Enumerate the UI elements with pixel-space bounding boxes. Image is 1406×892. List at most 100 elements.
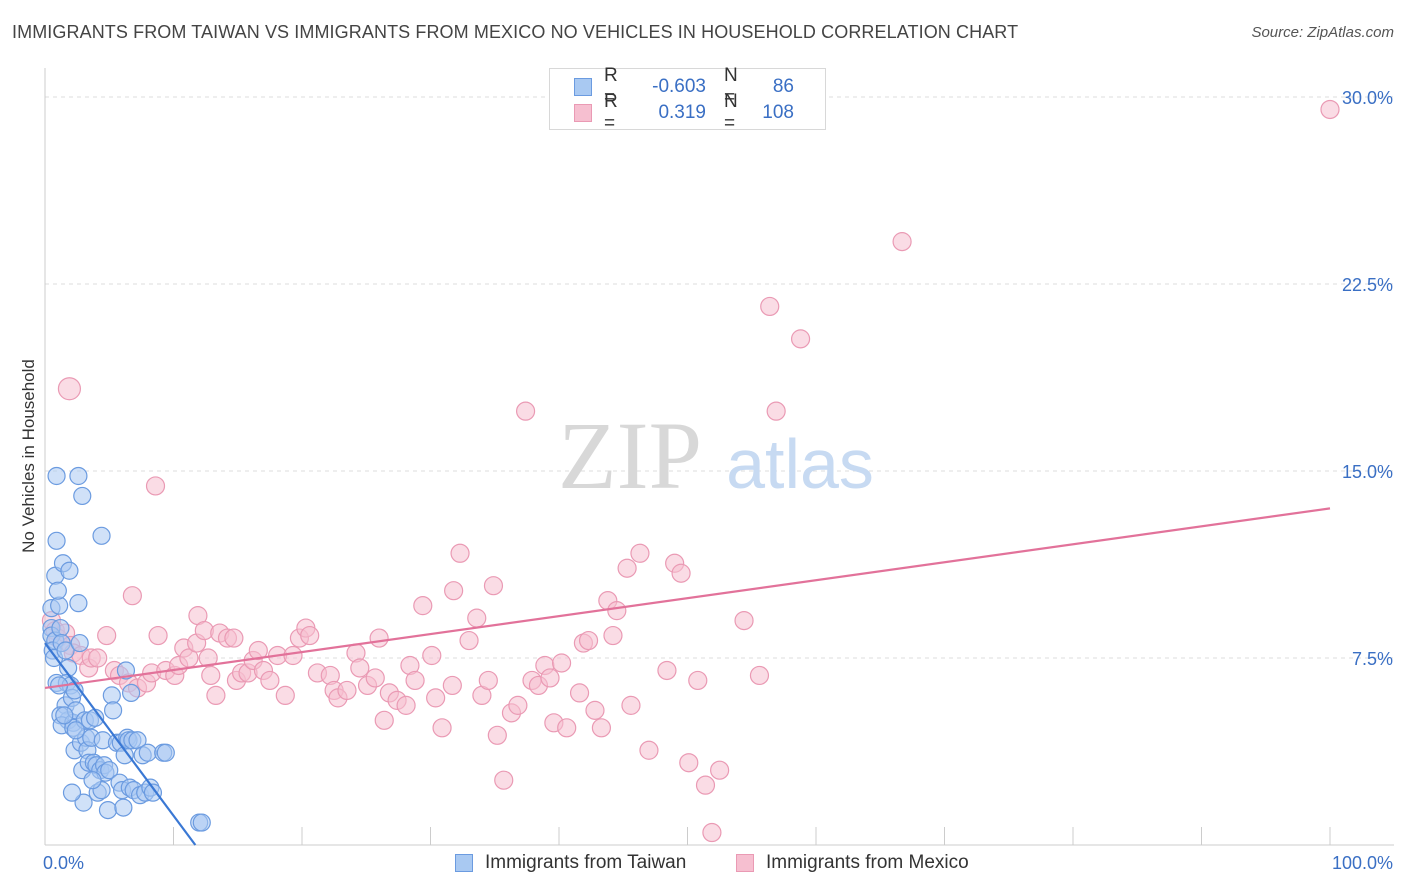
mexico-point [275, 685, 295, 706]
mexico-point [413, 596, 433, 616]
y-tick-label: 7.5% [1352, 649, 1393, 669]
mexico-point [679, 753, 699, 773]
mexico-point [442, 675, 462, 696]
taiwan-point [100, 761, 119, 780]
x-tick-label-max: 100.0% [1332, 853, 1393, 873]
mexico-point [459, 630, 479, 651]
taiwan-point [74, 793, 93, 812]
mexico-point [283, 645, 303, 666]
legend-swatch-mexico [736, 854, 754, 872]
mexico-point [248, 640, 268, 661]
taiwan-point [73, 486, 92, 506]
mexico-point [396, 695, 416, 715]
taiwan-point [83, 771, 102, 790]
taiwan-point [98, 800, 118, 820]
taiwan-point [69, 594, 88, 613]
legend-swatch-taiwan [574, 78, 592, 96]
mexico-point [639, 740, 659, 760]
taiwan-trend-line [44, 642, 197, 846]
taiwan-point [62, 783, 82, 802]
taiwan-point [47, 531, 66, 550]
mexico-point [766, 401, 786, 421]
legend-item-mexico: Immigrants from Mexico [736, 852, 969, 874]
mexico-point [88, 648, 108, 668]
taiwan-point [69, 466, 88, 486]
axes [44, 68, 1394, 846]
mexico-point [585, 700, 605, 720]
mexico-point [374, 710, 394, 730]
y-tick-label: 15.0% [1342, 462, 1393, 482]
watermark-atlas: atlas [726, 425, 874, 503]
legend-r-value-mexico: 0.319 [658, 102, 706, 123]
taiwan-point [55, 706, 74, 725]
mexico-point [1320, 99, 1340, 120]
taiwan-point [50, 596, 69, 615]
source-label: Source: ZipAtlas.com [1251, 24, 1394, 41]
mexico-point [405, 670, 425, 691]
mexico-point [591, 718, 612, 738]
legend-label-mexico: Immigrants from Mexico [766, 852, 969, 873]
watermark: ZIP atlas [558, 402, 874, 509]
taiwan-point [138, 743, 157, 762]
tick-labels: 7.5% 15.0% 22.5% 30.0% 0.0% 100.0% [43, 88, 1393, 873]
legend-swatch-mexico [574, 104, 592, 122]
mexico-point [494, 770, 514, 790]
mexico-point [426, 688, 446, 708]
mexico-trend-line [44, 507, 1331, 690]
taiwan-point [116, 661, 136, 680]
mexico-point [432, 718, 452, 738]
mexico-point [224, 628, 244, 648]
mexico-point [617, 558, 637, 578]
mexico-point [145, 476, 166, 496]
legend-swatch-taiwan [455, 854, 473, 872]
mexico-point [569, 683, 590, 703]
mexico-point [657, 660, 677, 681]
mexico-point [892, 232, 912, 252]
mexico-point [630, 543, 650, 563]
mexico-point [300, 625, 320, 646]
legend-r-value-taiwan: -0.603 [652, 76, 706, 97]
grid-lines [45, 96, 1394, 659]
mexico-point [350, 658, 370, 678]
taiwan-point [114, 798, 133, 817]
legend-label-taiwan: Immigrants from Taiwan [485, 852, 687, 873]
mexico-point [515, 401, 536, 421]
legend-r-label: R = [604, 91, 618, 134]
taiwan-point [66, 721, 85, 740]
taiwan-point [56, 641, 75, 660]
taiwan-point [143, 783, 163, 802]
mexico-point [487, 725, 507, 745]
mexico-point [337, 680, 357, 701]
correlation-legend: R = -0.603 N = 86 R = 0.319 N = 108 [549, 65, 826, 134]
legend-r-label: R = [604, 65, 618, 108]
mexico-point [478, 670, 498, 691]
trend-lines [44, 507, 1331, 846]
mexico-point [450, 543, 470, 563]
mexico-point [578, 630, 599, 651]
mexico-point [467, 608, 487, 628]
legend-n-value-mexico: 108 [762, 102, 794, 123]
mexico-point [760, 296, 780, 317]
taiwan-point [51, 618, 70, 638]
mexico-point [206, 685, 226, 706]
mexico-point [365, 668, 385, 688]
taiwan-point [156, 743, 175, 762]
series-legend: Immigrants from Taiwan Immigrants from M… [0, 852, 1406, 878]
mexico-point [551, 653, 572, 673]
watermark-zip: ZIP [558, 402, 702, 509]
mexico-point [790, 329, 811, 349]
taiwan-point [47, 466, 66, 486]
mexico-point [260, 670, 280, 691]
mexico-point [621, 695, 641, 715]
taiwan-point [92, 526, 111, 545]
taiwan-point [192, 813, 211, 832]
y-axis-label: No Vehicles in Household [19, 359, 38, 553]
mexico-point [710, 760, 730, 780]
x-tick-label-min: 0.0% [43, 853, 84, 873]
y-tick-label: 22.5% [1342, 275, 1393, 295]
mexico-point [603, 625, 623, 646]
mexico-point [444, 581, 464, 601]
mexico-point [57, 377, 82, 401]
chart-title: IMMIGRANTS FROM TAIWAN VS IMMIGRANTS FRO… [12, 22, 1019, 42]
